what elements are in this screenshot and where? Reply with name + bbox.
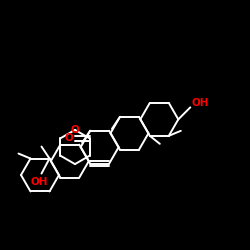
Text: O: O (71, 125, 80, 135)
Text: O: O (64, 134, 73, 143)
Text: OH: OH (31, 176, 48, 186)
Text: OH: OH (192, 98, 209, 108)
